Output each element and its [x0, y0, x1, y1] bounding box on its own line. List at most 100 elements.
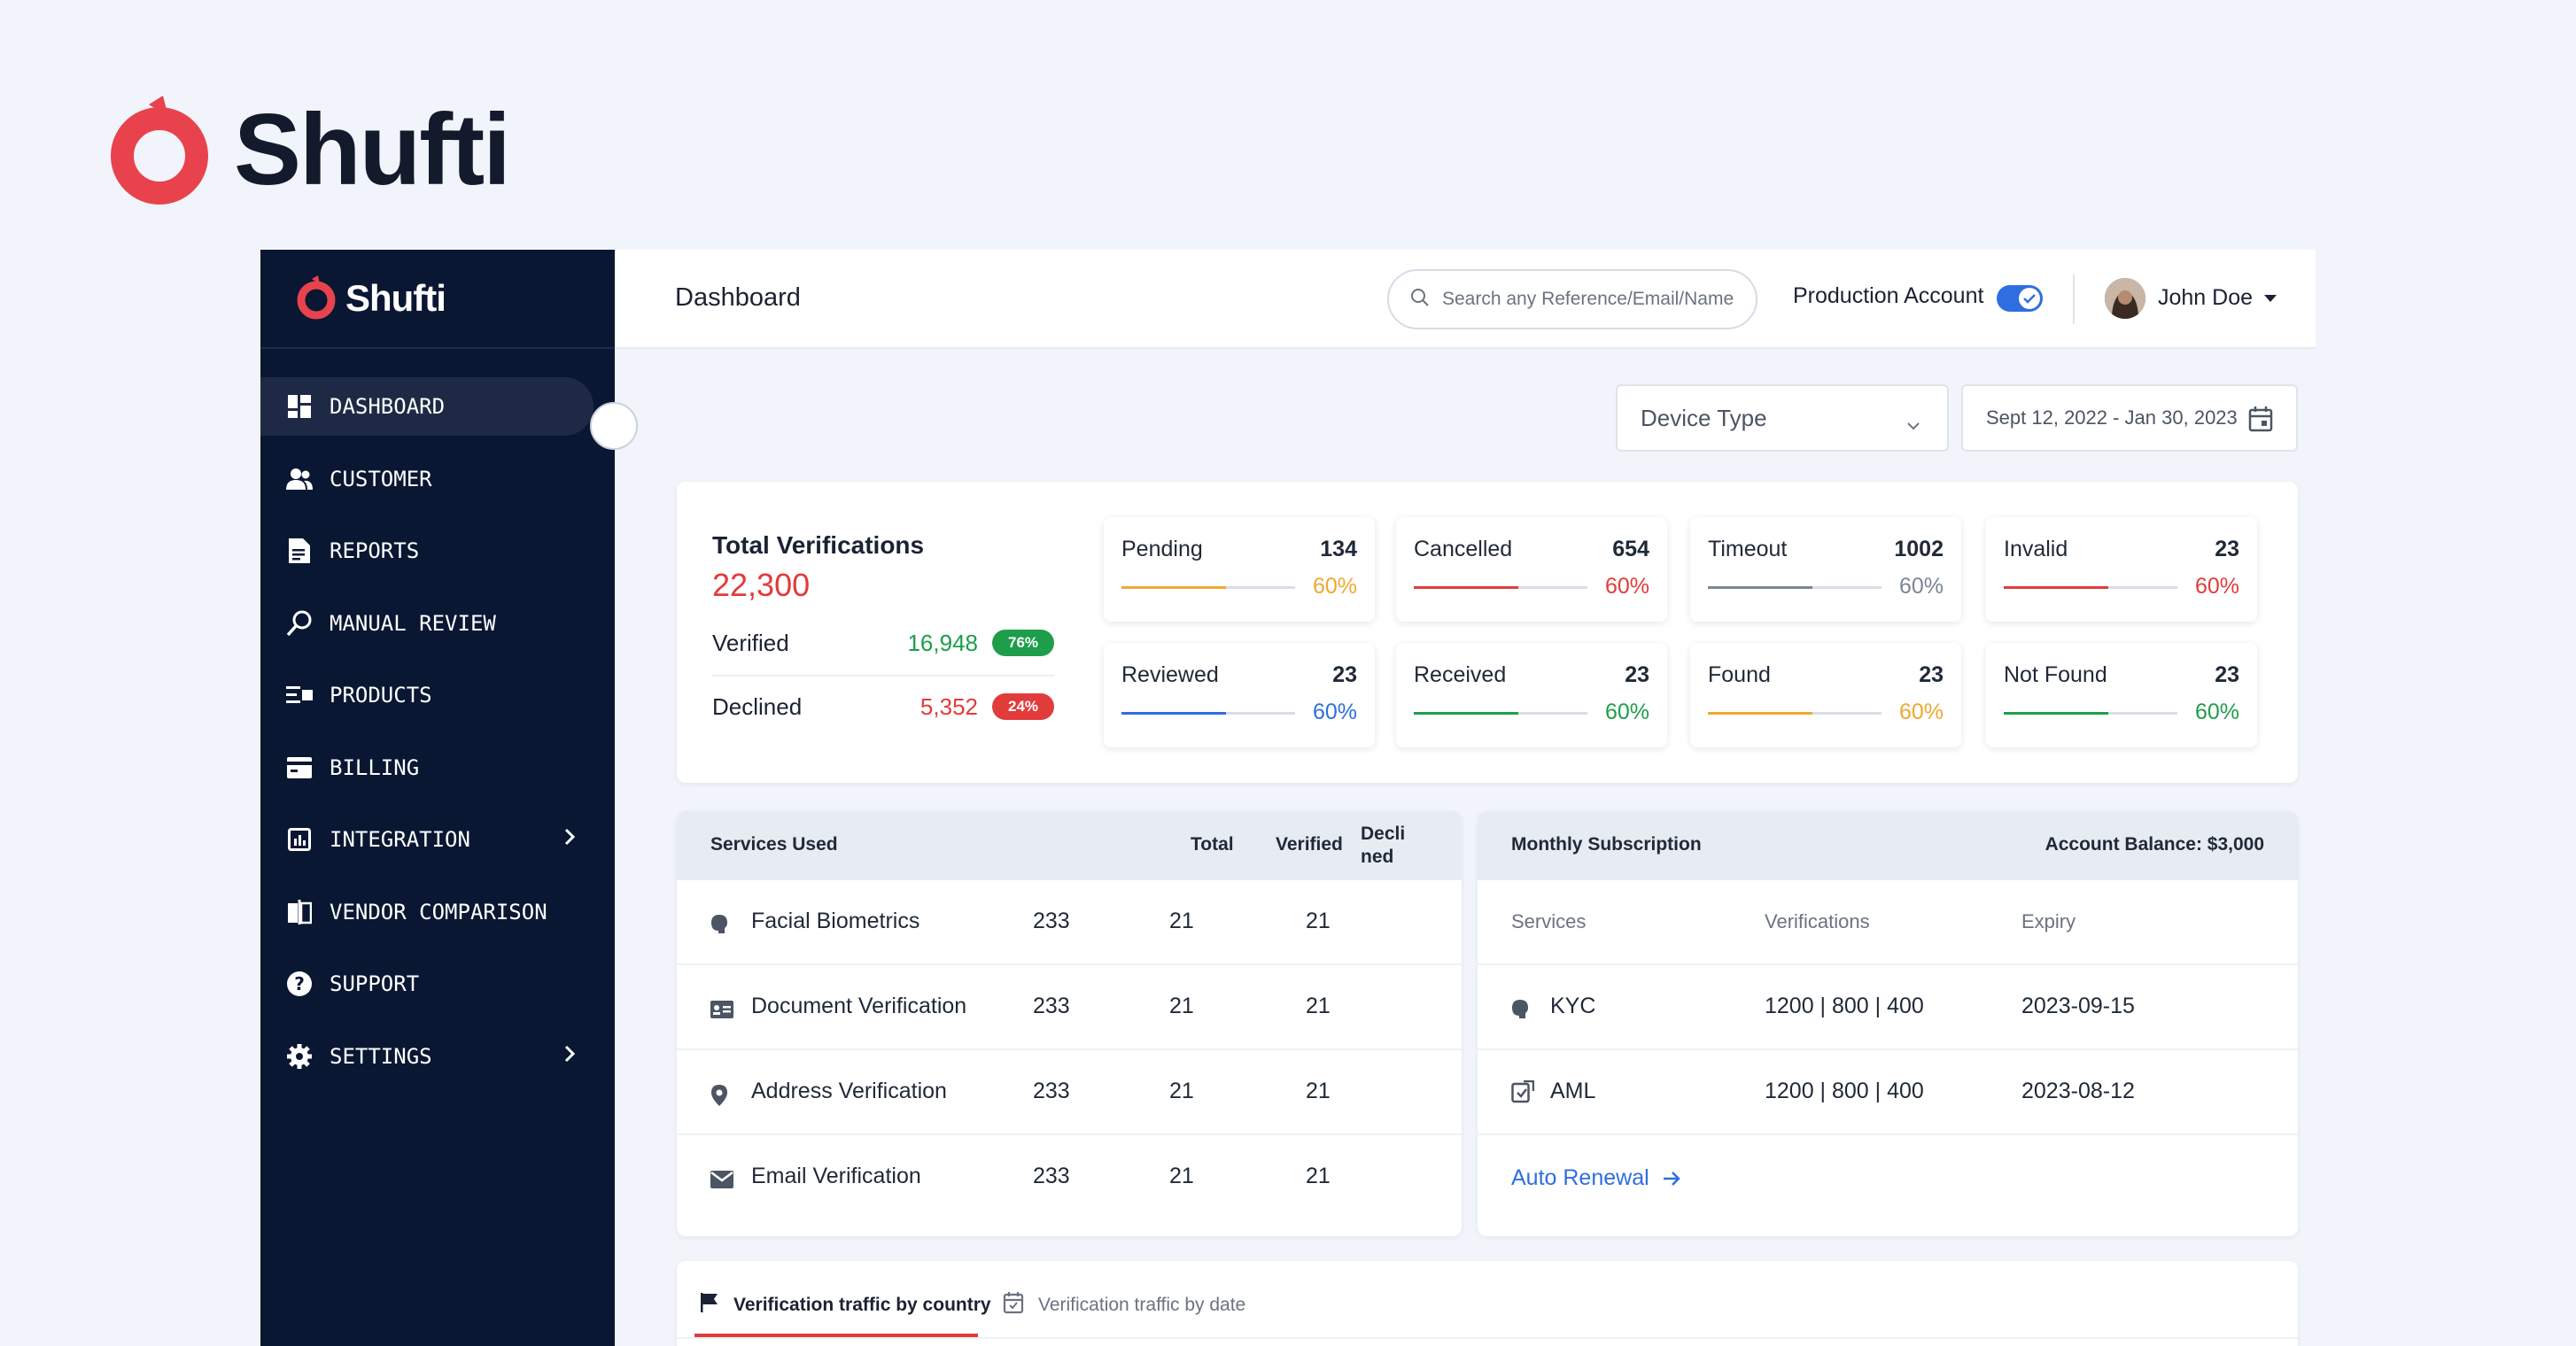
tab-traffic-by-date[interactable]: Verification traffic by date — [1003, 1288, 1245, 1323]
search-input[interactable] — [1442, 289, 1743, 310]
sidebar: Shufti DASHBOARD CUSTOMER REPORTS MANUAL… — [260, 250, 615, 1346]
table-row[interactable]: Document Verification 233 21 21 — [677, 965, 1462, 1050]
sidebar-logo[interactable]: Shufti — [260, 250, 615, 349]
sidebar-item-customer[interactable]: CUSTOMER — [260, 450, 594, 508]
stat-label: Pending — [1121, 537, 1203, 561]
header-divider — [2073, 275, 2075, 324]
products-icon — [285, 681, 314, 709]
subscription-service-name: AML — [1550, 1079, 1596, 1103]
sidebar-item-integration[interactable]: INTEGRATION — [260, 810, 594, 869]
stat-count: 1002 — [1894, 537, 1944, 561]
service-verified: 21 — [1169, 1079, 1194, 1103]
table-row[interactable]: AML 1200 | 800 | 400 2023-08-12 — [1478, 1050, 2298, 1135]
sidebar-item-vendor-comparison[interactable]: VENDOR COMPARISON — [260, 883, 594, 941]
production-account-toggle[interactable] — [1997, 285, 2043, 312]
sidebar-item-label: SETTINGS — [330, 1043, 432, 1069]
users-icon — [285, 465, 314, 493]
subscription-verifications: 1200 | 800 | 400 — [1765, 1079, 1924, 1103]
monthly-subscription-card: Monthly Subscription Account Balance: $3… — [1478, 811, 2298, 1236]
total-verifications-value: 22,300 — [712, 567, 811, 603]
stat-card-found[interactable]: Found 23 60% — [1690, 643, 1961, 747]
declined-row: Declined 5,352 24% — [712, 689, 1054, 724]
service-total: 233 — [1033, 909, 1070, 933]
chevron-right-icon — [563, 1043, 576, 1070]
sidebar-item-label: INTEGRATION — [330, 827, 470, 852]
caret-down-icon[interactable] — [2262, 292, 2278, 308]
service-total: 233 — [1033, 1164, 1070, 1188]
device-type-value: Device Type — [1641, 404, 1767, 431]
sidebar-item-label: SUPPORT — [330, 971, 420, 996]
device-type-select[interactable]: Device Type — [1616, 384, 1949, 452]
sidebar-item-support[interactable]: ? SUPPORT — [260, 955, 594, 1013]
grid-icon — [285, 392, 314, 421]
stat-card-cancelled[interactable]: Cancelled 654 60% — [1396, 517, 1667, 622]
stat-count: 23 — [2215, 537, 2239, 561]
stat-count: 23 — [1332, 662, 1357, 687]
sidebar-item-products[interactable]: PRODUCTS — [260, 666, 594, 724]
stat-progress-fill — [2004, 586, 2108, 589]
monthly-subscription-title: Monthly Subscription — [1511, 834, 1702, 855]
table-row[interactable]: Email Verification 233 21 21 — [677, 1135, 1462, 1220]
sidebar-logo-text: Shufti — [345, 277, 446, 319]
stat-progress-bar — [2004, 712, 2177, 715]
production-account-label: Production Account — [1793, 283, 1984, 308]
sidebar-item-dashboard[interactable]: DASHBOARD — [260, 377, 594, 436]
location-icon — [710, 1084, 728, 1113]
service-verified: 21 — [1169, 1164, 1194, 1188]
sidebar-item-reports[interactable]: REPORTS — [260, 522, 594, 580]
table-header: Services Verifications Expiry — [1478, 880, 2298, 965]
sidebar-item-manual-review[interactable]: MANUAL REVIEW — [260, 594, 594, 653]
top-bar: Dashboard Production Account John Doe — [615, 250, 2316, 349]
table-header: Services Used Total Verified Decli ned — [677, 811, 1462, 880]
dashboard-app: Shufti DASHBOARD CUSTOMER REPORTS MANUAL… — [260, 250, 2316, 1346]
column-header-services: Services — [1511, 910, 1587, 932]
toggle-knob — [2019, 288, 2040, 309]
search-box[interactable] — [1387, 269, 1757, 329]
compare-icon — [285, 898, 314, 926]
service-name: Document Verification — [751, 994, 967, 1018]
search-icon — [1410, 288, 1430, 312]
stat-count: 654 — [1612, 537, 1649, 561]
sidebar-item-settings[interactable]: SETTINGS — [260, 1027, 594, 1086]
stat-label: Cancelled — [1414, 537, 1513, 561]
stat-card-invalid[interactable]: Invalid 23 60% — [1986, 517, 2257, 622]
stat-card-pending[interactable]: Pending 134 60% — [1104, 517, 1375, 622]
date-range-picker[interactable]: Sept 12, 2022 - Jan 30, 2023 — [1961, 384, 2298, 452]
stat-progress-fill — [1414, 586, 1518, 589]
integration-icon — [285, 825, 314, 854]
stat-card-received[interactable]: Received 23 60% — [1396, 643, 1667, 747]
sidebar-item-billing[interactable]: BILLING — [260, 739, 594, 797]
sidebar-item-label: REPORTS — [330, 538, 420, 563]
verified-row: Verified 16,948 76% — [712, 625, 1054, 661]
auto-renewal-label: Auto Renewal — [1511, 1165, 1649, 1190]
stat-card-reviewed[interactable]: Reviewed 23 60% — [1104, 643, 1375, 747]
auto-renewal-link[interactable]: Auto Renewal — [1511, 1165, 1681, 1191]
brand-name: Shufti — [234, 94, 511, 206]
verified-label: Verified — [712, 629, 789, 656]
services-used-table: Services Used Total Verified Decli ned F… — [677, 811, 1462, 1236]
tab-traffic-by-country[interactable]: Verification traffic by country — [700, 1288, 991, 1323]
tab-label: Verification traffic by date — [1038, 1295, 1246, 1315]
stat-progress-bar — [1121, 586, 1295, 589]
user-name[interactable]: John Doe — [2158, 285, 2254, 310]
avatar[interactable] — [2105, 278, 2145, 319]
date-range-value: Sept 12, 2022 - Jan 30, 2023 — [1986, 406, 2238, 429]
subscription-verifications: 1200 | 800 | 400 — [1765, 994, 1924, 1018]
shufti-logo-icon — [297, 275, 336, 320]
face-icon — [710, 914, 728, 941]
stat-card-timeout[interactable]: Timeout 1002 60% — [1690, 517, 1961, 622]
stat-progress-bar — [1414, 586, 1587, 589]
table-row[interactable]: Address Verification 233 21 21 — [677, 1050, 1462, 1135]
stat-percent: 60% — [1604, 700, 1649, 724]
stat-percent: 60% — [2194, 574, 2239, 599]
service-declined: 21 — [1306, 994, 1331, 1018]
stat-count: 134 — [1320, 537, 1357, 561]
stat-label: Timeout — [1708, 537, 1788, 561]
stat-card-not-found[interactable]: Not Found 23 60% — [1986, 643, 2257, 747]
table-row[interactable]: KYC 1200 | 800 | 400 2023-09-15 — [1478, 965, 2298, 1050]
stat-progress-fill — [2004, 712, 2108, 715]
shufti-logo-icon — [110, 94, 209, 207]
stat-percent: 60% — [1898, 700, 1944, 724]
table-row[interactable]: Facial Biometrics 233 21 21 — [677, 880, 1462, 965]
sidebar-collapse-toggle[interactable] — [590, 402, 638, 450]
